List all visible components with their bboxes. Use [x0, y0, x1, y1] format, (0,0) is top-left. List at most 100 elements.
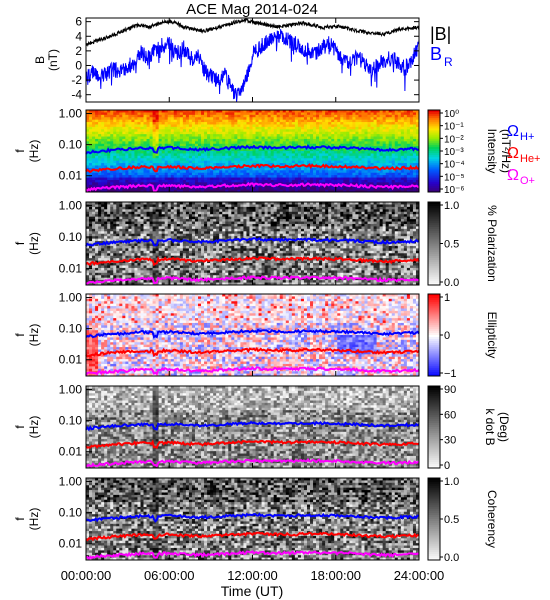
spectrogram-cell — [246, 187, 250, 190]
spectrogram-cell — [143, 143, 147, 147]
spectrogram-cell — [291, 148, 296, 152]
spectrogram-cell — [306, 167, 311, 171]
spectrogram-cell — [222, 122, 226, 125]
spectrogram-cell — [358, 134, 362, 137]
spectrogram-cell — [285, 136, 290, 140]
spectrogram-cell — [134, 129, 138, 133]
spectrogram-cell — [101, 155, 105, 159]
spectrogram-cell — [349, 124, 353, 128]
spectrogram-cell — [89, 177, 93, 181]
spectrogram-cell — [219, 146, 223, 149]
spectrogram-cell — [388, 163, 393, 166]
spectrogram-cell — [164, 136, 169, 140]
spectrogram-cell — [86, 126, 90, 130]
spectrogram-cell — [325, 112, 329, 116]
spectrogram-cell — [319, 148, 323, 152]
spectrogram-cell — [201, 172, 205, 176]
spectrogram-cell — [270, 160, 275, 164]
spectrogram-cell — [98, 219, 102, 222]
spectrogram-cell — [261, 148, 266, 152]
spectrogram-cell — [92, 204, 96, 208]
spectrogram-cell — [113, 238, 117, 242]
spectrogram-cell — [237, 175, 241, 178]
spectrogram-cell — [412, 179, 417, 183]
spectrogram-cell — [367, 124, 371, 128]
spectrogram-cell — [116, 258, 120, 261]
spectrogram-cell — [322, 170, 326, 174]
spectrogram-cell — [125, 117, 129, 121]
spectrogram-cell — [343, 163, 347, 166]
spectrogram-cell — [176, 177, 181, 181]
spectrogram-cell — [379, 143, 384, 147]
spectrogram-cell — [258, 124, 262, 128]
spectrogram-cell — [86, 177, 90, 181]
spectrogram-cell — [176, 124, 181, 128]
spectrogram-cell — [101, 206, 105, 210]
spectrogram-cell — [95, 179, 99, 183]
spectrogram-cell — [346, 163, 350, 166]
spectrogram-cell — [92, 117, 96, 121]
spectrogram-cell — [261, 170, 266, 174]
spectrogram-cell — [101, 160, 105, 164]
spectrogram-cell — [400, 126, 405, 130]
spectrogram-cell — [86, 211, 90, 215]
spectrogram-cell — [297, 131, 302, 135]
spectrogram-cell — [113, 245, 117, 249]
spectrogram-cell — [249, 112, 253, 116]
spectrogram-cell — [140, 267, 144, 271]
spectrogram-cell — [188, 136, 193, 140]
spectrogram-cell — [137, 219, 141, 222]
spectrogram-cell — [319, 170, 323, 174]
spectrogram-cell — [152, 275, 157, 279]
spectrogram-cell — [300, 177, 305, 181]
spectrogram-cell — [122, 134, 126, 137]
spectrogram-cell — [128, 263, 132, 266]
spectrogram-cell — [231, 110, 235, 113]
spectrogram-cell — [228, 158, 232, 162]
spectrogram-cell — [279, 129, 284, 133]
colorbar-step — [428, 114, 440, 117]
spectrogram-cell — [107, 253, 111, 257]
spectrogram-cell — [288, 141, 293, 145]
spectrogram-cell — [98, 238, 102, 242]
spectrogram-cell — [240, 177, 244, 181]
spectrogram-cell — [113, 272, 117, 276]
intensity-y-tick-label: 1.00 — [59, 107, 83, 121]
spectrogram-cell — [194, 124, 199, 128]
spectrogram-cell — [234, 179, 238, 183]
spectrogram-cell — [110, 172, 114, 176]
spectrogram-cell — [134, 248, 138, 252]
spectrogram-cell — [240, 122, 244, 125]
spectrogram-cell — [213, 129, 217, 133]
spectrogram-cell — [303, 163, 308, 166]
spectrogram-cell — [89, 255, 93, 259]
spectrogram-cell — [246, 138, 250, 142]
intensity-colorbar-tick-label: 10⁻⁶ — [444, 185, 465, 196]
colorbar-step — [428, 165, 440, 168]
spectrogram-cell — [219, 175, 223, 178]
spectrogram-cell — [131, 119, 135, 123]
spectrogram-cell — [152, 250, 157, 254]
spectrogram-cell — [282, 177, 287, 181]
spectrogram-cell — [92, 221, 96, 225]
spectrogram-cell — [92, 146, 96, 149]
spectrogram-cell — [179, 238, 184, 242]
spectrogram-cell — [131, 151, 135, 154]
spectrogram-cell — [119, 182, 123, 186]
spectrogram-cell — [86, 231, 90, 235]
spectrogram-cell — [288, 158, 293, 162]
spectrogram-cell — [179, 172, 184, 176]
spectrogram-cell — [188, 151, 193, 154]
spectrogram-cell — [122, 219, 126, 222]
spectrogram-cell — [352, 148, 356, 152]
spectrogram-cell — [388, 179, 393, 183]
spectrogram-cell — [385, 153, 390, 157]
spectrogram-cell — [164, 148, 169, 152]
spectrogram-cell — [343, 184, 347, 188]
spectrogram-cell — [137, 214, 141, 218]
spectrogram-cell — [415, 114, 420, 118]
spectrogram-cell — [185, 177, 190, 181]
spectrogram-cell — [400, 163, 405, 166]
spectrogram-cell — [131, 280, 135, 283]
spectrogram-cell — [310, 129, 314, 133]
